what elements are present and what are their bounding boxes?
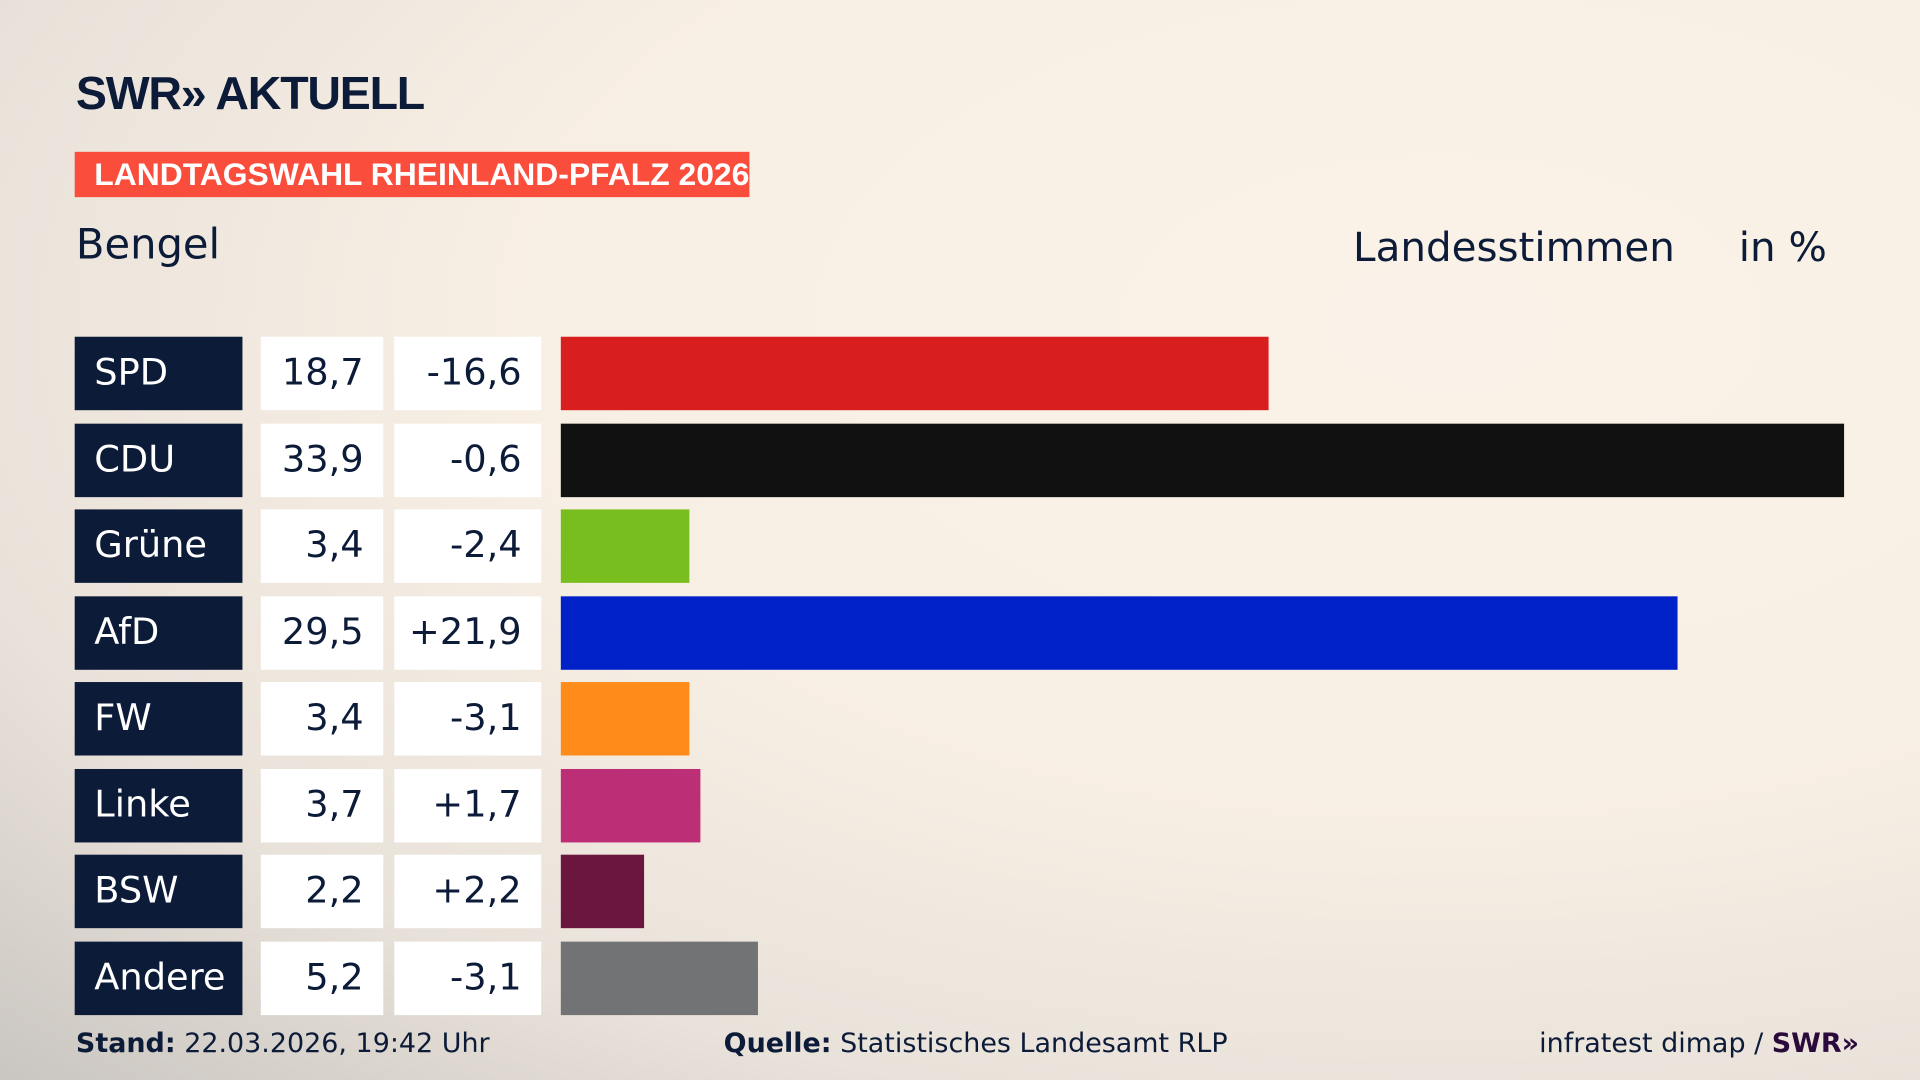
party-bar: [560, 941, 758, 1015]
vote-change: -0,6: [394, 423, 542, 497]
election-banner: LANDTAGSWAHL RHEINLAND-PFALZ 2026: [74, 151, 750, 198]
vote-share: 3,4: [260, 509, 384, 583]
party-bar: [560, 768, 701, 842]
vote-share: 3,7: [260, 768, 384, 842]
swr-aktuell-logo: SWR» AKTUELL: [75, 68, 425, 121]
party-name: FW: [74, 682, 243, 756]
party-name: AfD: [74, 595, 243, 670]
timestamp: Stand: 22.03.2026, 19:42 Uhr: [76, 1029, 490, 1060]
vote-share: 33,9: [260, 423, 384, 497]
source: Quelle: Statistisches Landesamt RLP: [724, 1029, 1228, 1060]
party-bar: [560, 682, 690, 756]
vote-share: 18,7: [260, 336, 384, 411]
party-name: Linke: [74, 768, 243, 842]
vote-change: +1,7: [394, 768, 542, 842]
stand-value: 22.03.2026, 19:42 Uhr: [184, 1028, 490, 1060]
swr-logo: SWR»: [1771, 1028, 1860, 1060]
credit-text: infratest dimap /: [1539, 1028, 1772, 1060]
source-value: Statistisches Landesamt RLP: [840, 1028, 1228, 1060]
party-bar: [560, 336, 1269, 411]
party-bar: [560, 854, 645, 929]
credit: infratest dimap / SWR»: [1539, 1029, 1859, 1060]
party-name: Andere: [74, 941, 243, 1015]
vote-share: 3,4: [260, 682, 384, 756]
region-title: Bengel: [75, 220, 221, 270]
vote-change: -16,6: [394, 336, 542, 411]
vote-change: +21,9: [394, 595, 542, 670]
vote-share: 5,2: [260, 941, 384, 1015]
party-name: BSW: [74, 854, 243, 929]
vote-change: +2,2: [394, 854, 542, 929]
unit-label: in %: [1738, 222, 1827, 271]
vote-share: 2,2: [260, 854, 384, 929]
measure-label: Landesstimmen: [1353, 222, 1675, 271]
party-name: SPD: [74, 336, 243, 411]
party-bar: [560, 423, 1845, 497]
party-bar: [560, 595, 1678, 670]
vote-share: 29,5: [260, 595, 384, 670]
party-name: CDU: [74, 423, 243, 497]
source-label: Quelle:: [723, 1028, 832, 1060]
vote-change: -3,1: [394, 682, 542, 756]
party-name: Grüne: [74, 509, 243, 583]
stand-label: Stand:: [75, 1028, 176, 1060]
party-bar: [560, 509, 690, 583]
vote-change: -3,1: [394, 941, 542, 1015]
vote-change: -2,4: [394, 509, 542, 583]
